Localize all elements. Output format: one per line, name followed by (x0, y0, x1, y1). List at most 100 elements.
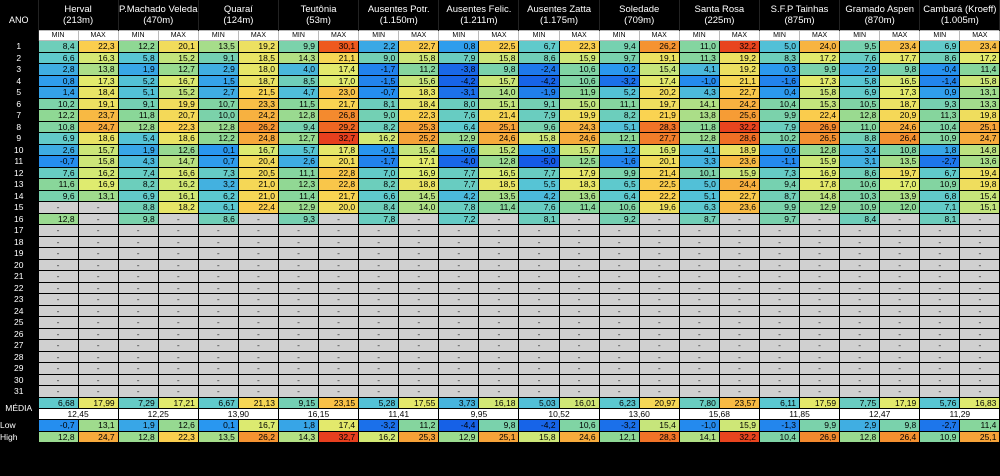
max-value: 15,9 (799, 155, 841, 168)
max-value: 21,5 (238, 86, 279, 99)
missing-value: - (679, 385, 720, 398)
low-max: 9,8 (879, 419, 921, 432)
max-value: 24,2 (238, 109, 279, 122)
missing-value: - (238, 316, 279, 329)
min-value: -0,7 (358, 86, 400, 99)
media-average: 11,29 (919, 408, 1000, 420)
missing-value: - (759, 305, 801, 317)
max-value: 18,4 (398, 98, 440, 110)
missing-value: - (679, 224, 720, 237)
min-value: 5,5 (518, 178, 560, 191)
min-value: 9,5 (839, 40, 881, 53)
missing-value: - (679, 362, 720, 375)
high-max: 28,3 (639, 431, 680, 443)
missing-value: - (639, 224, 680, 237)
max-value: 19,8 (959, 178, 1000, 191)
max-value: 18,9 (719, 144, 760, 156)
max-value: 11,4 (559, 201, 600, 214)
missing-value: - (559, 362, 600, 375)
max-value: 15,4 (398, 144, 440, 156)
min-value: 7,3 (759, 167, 801, 179)
missing-value: - (118, 374, 159, 386)
missing-value: - (719, 270, 760, 283)
max-value: 17,2 (959, 52, 1000, 64)
min-value: 2,6 (38, 144, 79, 156)
missing-value: - (118, 224, 159, 237)
max-header: MAX (398, 30, 440, 41)
min-value: 8,4 (38, 40, 79, 53)
max-value: 17,2 (799, 52, 841, 64)
missing-value: - (759, 362, 801, 375)
missing-value: - (559, 351, 600, 363)
max-value: 22,7 (719, 190, 760, 202)
station-name: Ausentes Zatta (527, 4, 592, 15)
min-value: 8,7 (679, 213, 720, 225)
missing-value: - (639, 328, 680, 340)
table-row: 22- - - - - - - - - - - - - - - - - - - - - - - - (0, 282, 1000, 294)
missing-value: - (559, 293, 600, 306)
min-value: -4,2 (438, 75, 480, 87)
max-value: - (78, 201, 119, 214)
min-value: 0,3 (759, 63, 801, 76)
missing-value: - (158, 247, 199, 260)
max-value: 16,2 (78, 167, 119, 179)
max-value: - (719, 213, 760, 225)
max-value: - (799, 213, 841, 225)
max-value: 15,8 (398, 52, 440, 64)
max-value: 25,6 (719, 109, 760, 122)
table-row: 13 11,6 16,9 8,2 16,2 3,2 21,0 12,3 22,8 8,2 18,8 7… (0, 178, 1000, 191)
min-value: 4,1 (679, 144, 720, 156)
missing-value: - (158, 374, 199, 386)
media-average: 13,60 (599, 408, 680, 420)
high-min: 10,4 (759, 431, 801, 443)
missing-value: - (478, 282, 520, 294)
max-value: 15,4 (959, 190, 1000, 202)
missing-value: - (238, 374, 279, 386)
missing-value: - (719, 224, 760, 237)
missing-value: - (78, 362, 119, 375)
table-row: 18- - - - - - - - - - - - - - - - - - - - - - - - (0, 236, 1000, 248)
low-min: -1,3 (759, 419, 801, 432)
media-label: MÉDIA (0, 397, 39, 420)
min-value: 0,4 (759, 86, 801, 99)
missing-value: - (679, 259, 720, 271)
missing-value: - (639, 247, 680, 260)
missing-value: - (158, 224, 199, 237)
missing-value: - (959, 362, 1000, 375)
min-header: MIN (197, 30, 239, 41)
station-altitude: (124m) (223, 15, 254, 26)
missing-value: - (118, 362, 159, 375)
min-value: 9,4 (278, 121, 320, 133)
missing-value: - (78, 282, 119, 294)
min-value: 7,3 (198, 167, 239, 179)
temperature-table: ANO Herval (213m) P.Machado Veleda (470m) Qua… (0, 0, 1000, 443)
max-value: - (398, 213, 440, 225)
min-value: 16,2 (358, 132, 400, 145)
missing-value: - (278, 385, 320, 398)
missing-value: - (559, 259, 600, 271)
min-value: 7,0 (358, 167, 400, 179)
station-header: Ausentes Felic. (1.211m) (438, 0, 520, 31)
missing-value: - (759, 236, 801, 248)
missing-value: - (318, 224, 360, 237)
min-value: 12,7 (278, 132, 320, 145)
max-value: 15,2 (158, 52, 199, 64)
missing-value: - (679, 282, 720, 294)
max-value: 9,9 (799, 63, 841, 76)
min-header: MIN (758, 30, 801, 41)
table-row: 21- - - - - - - - - - - - - - - - - - - - - - - - (0, 270, 1000, 283)
min-value: 11,0 (679, 40, 720, 53)
max-value: 12,9 (799, 201, 841, 214)
min-value: 7,2 (438, 213, 480, 225)
missing-value: - (679, 328, 720, 340)
max-header: MAX (237, 30, 279, 41)
max-value: 16,9 (799, 167, 841, 179)
max-value: 17,4 (318, 63, 360, 76)
missing-value: - (238, 224, 279, 237)
max-value: 14,0 (478, 86, 520, 99)
missing-value: - (278, 362, 320, 375)
high-max: 24,7 (78, 431, 119, 443)
missing-value: - (799, 282, 841, 294)
missing-value: - (679, 305, 720, 317)
min-value: -0,1 (358, 144, 400, 156)
